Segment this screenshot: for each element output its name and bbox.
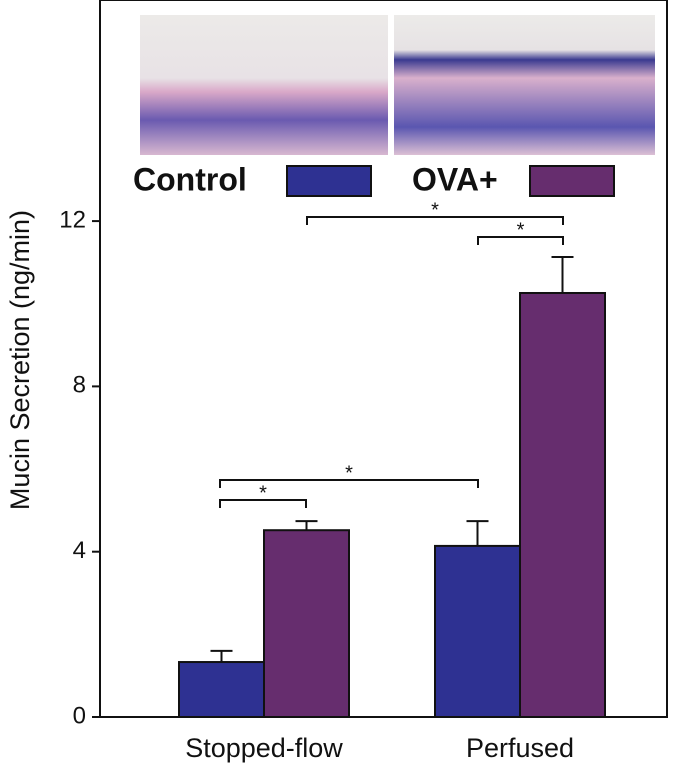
bar (178, 661, 265, 718)
bar (519, 291, 606, 718)
x-tick-label: Perfused (466, 733, 574, 763)
legend-swatch (286, 165, 372, 197)
significance-star: * (345, 462, 353, 484)
y-tick-label: 12 (59, 206, 86, 233)
significance-star: * (259, 482, 267, 504)
significance-star: * (431, 199, 439, 221)
bar (263, 529, 350, 718)
significance-bracket (306, 216, 564, 225)
bar (434, 544, 521, 718)
y-tick-label: 4 (73, 537, 86, 564)
y-tick-label: 0 (73, 702, 86, 729)
significance-star: * (517, 219, 525, 241)
y-axis-label: Mucin Secretion (ng/min) (5, 210, 35, 510)
histology-image (394, 15, 655, 155)
legend-label: Control (133, 161, 247, 197)
significance-bracket (477, 236, 564, 245)
histology-image (140, 15, 388, 155)
x-tick-label: Stopped-flow (185, 733, 343, 763)
significance-bracket (219, 499, 307, 508)
legend-label: OVA+ (412, 161, 498, 197)
legend-swatch (529, 165, 615, 197)
y-tick-label: 8 (73, 372, 86, 399)
plot-frame (99, 0, 668, 718)
significance-bracket (219, 479, 479, 488)
